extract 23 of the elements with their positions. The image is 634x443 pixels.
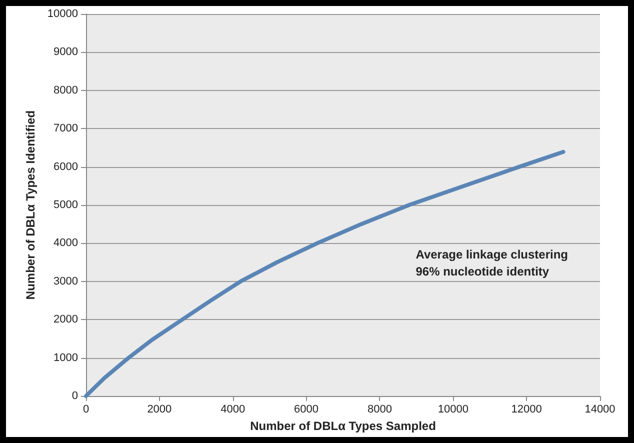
y-tick-label: 9000 — [54, 46, 78, 58]
y-tick-label: 7000 — [54, 122, 78, 135]
y-tick-label: 6000 — [54, 160, 78, 173]
x-tick-label: 8000 — [367, 404, 392, 416]
x-axis-title: Number of DBLα Types Sampled — [250, 419, 436, 433]
x-tick-label: 0 — [82, 404, 90, 416]
y-tick-label: 5000 — [54, 199, 78, 211]
annotation: Average linkage clustering 96% nucleotide identity — [416, 248, 568, 278]
y-tick-label: 0 — [72, 390, 78, 402]
y-tick-label: 10000 — [47, 8, 78, 20]
x-tick-label: 12000 — [511, 404, 542, 416]
y-tick-label: 3000 — [54, 275, 78, 288]
y-tick-label: 2000 — [54, 314, 78, 326]
y-tick-label: 8000 — [54, 84, 78, 96]
y-axis-title: Number of DBLα Types Identified — [24, 110, 38, 300]
y-tick-label: 4000 — [54, 237, 78, 250]
x-tick-label: 4000 — [220, 404, 246, 416]
x-tick-label: 2000 — [147, 404, 172, 416]
x-tick-label: 6000 — [294, 404, 319, 416]
y-tick-label: 1000 — [54, 352, 78, 364]
line-series — [84, 150, 566, 398]
x-tick-label: 10000 — [438, 404, 468, 416]
x-tick-label: 14000 — [584, 404, 616, 416]
